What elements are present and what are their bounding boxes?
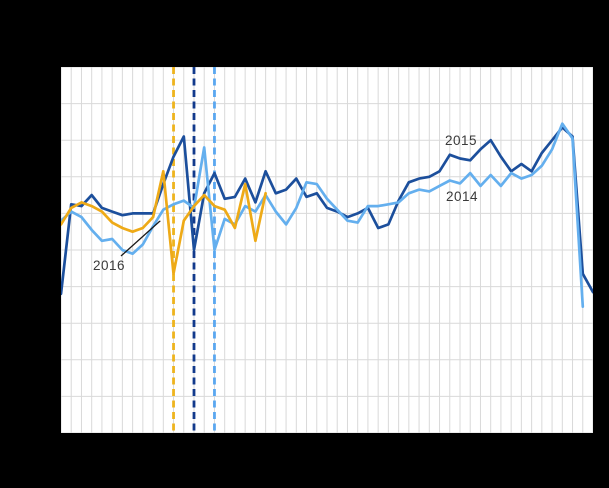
line-chart bbox=[61, 67, 593, 433]
series-label-2014: 2014 bbox=[446, 189, 479, 204]
annotation-arrow bbox=[120, 214, 166, 257]
series-line-2014 bbox=[61, 122, 585, 309]
annotation-label-2016: 2016 bbox=[93, 258, 126, 273]
series-line-2016 bbox=[61, 169, 267, 276]
series-line-2015 bbox=[61, 126, 593, 296]
plot-area bbox=[61, 67, 593, 433]
series-label-2015: 2015 bbox=[445, 133, 478, 148]
